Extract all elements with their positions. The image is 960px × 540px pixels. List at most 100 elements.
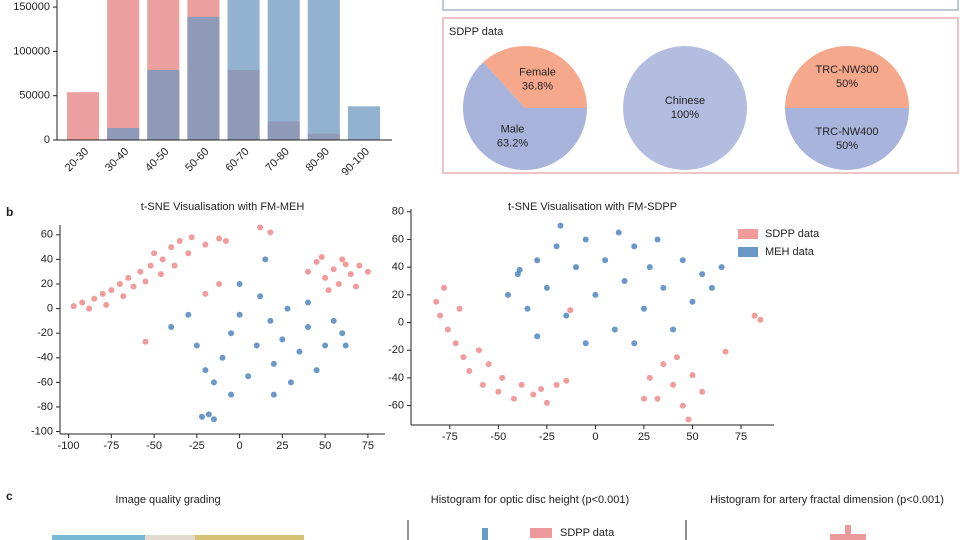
box-outline: [442, 0, 959, 11]
bar: [107, 0, 140, 140]
point: [689, 372, 696, 379]
point: [460, 354, 467, 361]
point: [518, 381, 525, 388]
point: [313, 367, 320, 374]
point: [534, 333, 541, 340]
point: [673, 354, 680, 361]
point: [210, 379, 217, 386]
point: [262, 256, 269, 263]
point: [352, 283, 359, 290]
point: [722, 348, 729, 355]
point: [202, 367, 209, 374]
point: [270, 360, 277, 367]
slice-value-label: 100%: [671, 109, 699, 121]
point: [202, 290, 209, 297]
point: [654, 395, 661, 402]
legend-label: MEH data: [765, 246, 815, 258]
legend-label: SDPP data: [765, 228, 820, 240]
point: [444, 326, 451, 333]
chart-title: t-SNE Visualisation with FM-SDPP: [508, 201, 677, 213]
point: [679, 402, 686, 409]
point: [253, 342, 260, 349]
point: [168, 324, 175, 331]
point: [116, 281, 123, 288]
point: [660, 284, 667, 291]
y-tick-label: -40: [388, 372, 404, 384]
x-tick-label: -25: [539, 431, 555, 443]
point: [563, 312, 570, 319]
point: [216, 235, 223, 242]
point: [185, 250, 192, 257]
point: [437, 312, 444, 319]
chart-title: Histogram for optic disc height (p<0.001…: [431, 494, 629, 506]
point: [510, 395, 517, 402]
point: [279, 336, 286, 343]
point: [219, 354, 226, 361]
point: [228, 330, 235, 337]
point: [452, 340, 459, 347]
bar: [347, 106, 380, 140]
point: [171, 262, 178, 269]
slice-label: Female: [519, 67, 556, 79]
x-tick-label: 0: [237, 440, 243, 452]
bar: [107, 128, 140, 140]
y-tick-label: 40: [41, 253, 53, 265]
y-tick-label: -40: [37, 352, 53, 364]
x-tick-label: 40-50: [143, 146, 171, 174]
point: [582, 340, 589, 347]
point: [582, 236, 589, 243]
y-tick-label: 20: [41, 278, 53, 290]
x-tick-label: -50: [146, 440, 162, 452]
point: [335, 281, 342, 288]
point: [433, 298, 440, 305]
point: [475, 347, 482, 354]
point: [193, 342, 200, 349]
point: [356, 262, 363, 269]
point: [322, 274, 329, 281]
point: [245, 373, 252, 380]
y-tick-label: 0: [47, 303, 53, 315]
chart-title: Histogram for artery fractal dimension (…: [710, 494, 944, 506]
y-tick-label: 60: [392, 233, 404, 245]
bar: [187, 16, 220, 140]
point: [147, 262, 154, 269]
point: [621, 278, 628, 284]
point: [305, 324, 312, 331]
point: [631, 340, 638, 347]
y-tick-label: 40: [392, 261, 404, 273]
x-tick-label: -75: [103, 440, 119, 452]
chart-title: Image quality grading: [115, 494, 220, 506]
point: [699, 271, 706, 278]
x-tick-label: 0: [592, 431, 598, 443]
point: [125, 274, 132, 281]
point: [543, 399, 550, 406]
point: [257, 224, 264, 231]
x-tick-label: 70-80: [263, 146, 291, 174]
point: [538, 386, 545, 392]
point: [685, 416, 692, 423]
point: [305, 299, 312, 306]
point: [757, 316, 764, 323]
point: [466, 368, 473, 374]
point: [543, 284, 550, 291]
slice-label: TRC-NW300: [816, 64, 879, 76]
point: [479, 381, 486, 388]
legend-label: SDPP data: [560, 527, 615, 539]
pie-slice: [462, 62, 587, 170]
point: [660, 361, 667, 368]
point: [185, 311, 192, 318]
pie-slice: [785, 46, 909, 108]
y-tick-label: -60: [37, 376, 53, 388]
point: [70, 303, 77, 310]
point: [563, 377, 570, 384]
point: [325, 287, 332, 294]
y-tick-label: 20: [392, 289, 404, 301]
point: [592, 291, 599, 298]
point: [330, 317, 337, 324]
y-tick-label: 0: [398, 316, 404, 328]
pie-slice: [785, 108, 909, 170]
chart-title: t-SNE Visualisation with FM-MEH: [141, 201, 305, 213]
point: [120, 293, 127, 300]
point: [534, 257, 541, 264]
point: [516, 266, 523, 273]
